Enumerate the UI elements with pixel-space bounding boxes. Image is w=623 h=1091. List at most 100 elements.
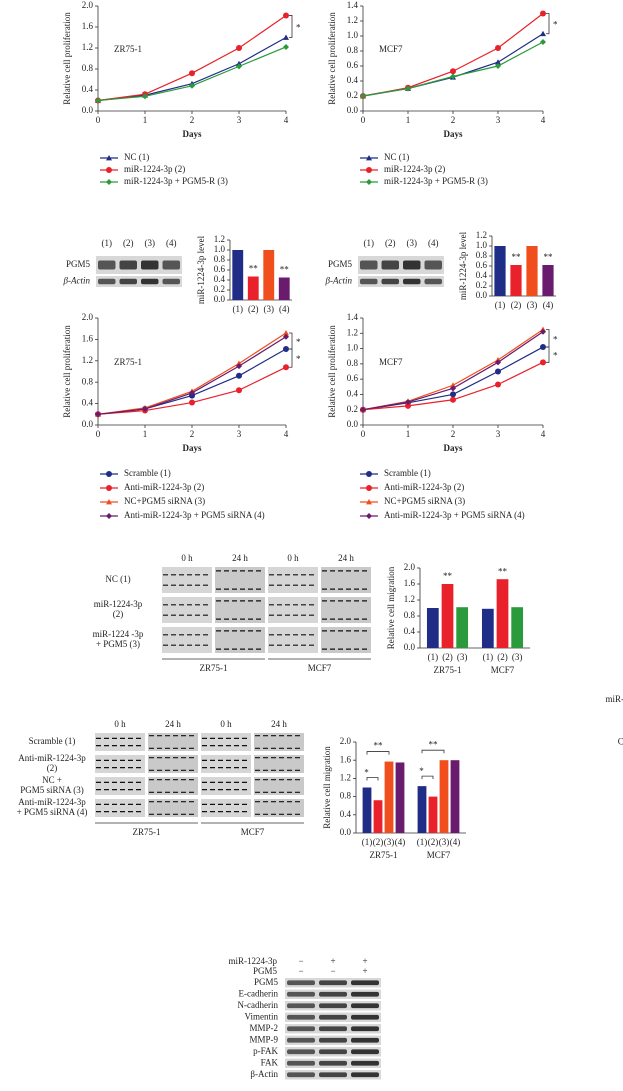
bar <box>510 265 522 296</box>
y-axis-label: Relative cell migration <box>386 566 396 649</box>
marker <box>495 368 501 375</box>
x-tick-label: 0 <box>96 429 101 439</box>
x-tick-label: (2) <box>442 652 453 662</box>
significance: ** <box>498 566 508 576</box>
y-tick-label: 1.2 <box>476 230 487 240</box>
y-tick-label: 2.0 <box>340 736 352 746</box>
x-tick-label: (3) <box>527 300 538 310</box>
blot-band <box>287 1014 315 1020</box>
marker <box>405 85 411 92</box>
marker <box>540 344 546 351</box>
legend-label: miR-1224-3p + PGM5-R (3) <box>124 176 228 186</box>
y-tick-label: 0.2 <box>347 404 358 414</box>
category-label: MCF7 <box>491 665 515 675</box>
row-label: + PGM5 siRNA (4) <box>17 807 88 817</box>
x-tick-label: 4 <box>284 429 289 439</box>
marker <box>142 405 148 412</box>
blot-band <box>381 278 399 285</box>
y-axis-label: Relative cell proliferation <box>327 325 337 418</box>
bar <box>278 277 290 300</box>
blot-band <box>287 1037 315 1043</box>
legend-label: Scramble (1) <box>384 468 431 478</box>
x-tick-label: (3) <box>457 652 468 662</box>
x-tick-label: 1 <box>143 115 148 125</box>
x-tick-label: (1) <box>362 837 373 847</box>
y-tick-label: 2.0 <box>82 0 94 10</box>
wound-image <box>95 799 145 817</box>
blot-row-label: β-Actin <box>250 1069 278 1079</box>
wound-image <box>201 733 251 751</box>
marker <box>189 70 195 77</box>
legend-label: miR-1224-3p (2) <box>124 164 185 174</box>
bar <box>428 796 438 833</box>
blot-band <box>141 260 159 270</box>
blot-band <box>424 260 442 270</box>
y-tick-label: 1.2 <box>340 772 351 782</box>
bar <box>232 250 244 300</box>
marker <box>236 372 242 379</box>
time-label: 0 h <box>287 553 299 563</box>
y-tick-label: 0.0 <box>347 419 359 429</box>
y-tick-label: 0.4 <box>214 274 226 284</box>
blot-strip <box>358 276 444 287</box>
marker <box>360 93 366 99</box>
y-tick-label: 0.0 <box>82 105 94 115</box>
wound-image <box>148 777 198 795</box>
series-line <box>362 13 544 97</box>
significance: * <box>419 766 424 776</box>
x-tick-label: (1) <box>483 652 494 662</box>
time-label: 24 h <box>338 553 354 563</box>
marker <box>189 82 195 89</box>
wound-image <box>95 755 145 773</box>
x-axis-label: Days <box>443 443 462 453</box>
x-tick-label: 2 <box>190 429 195 439</box>
significance: ** <box>544 252 554 262</box>
blot-band <box>351 1060 379 1066</box>
panel-label: ZR75-1 <box>114 357 142 367</box>
marker <box>366 513 372 519</box>
y-tick-label: 0.8 <box>476 250 488 260</box>
y-tick-label: 0.6 <box>347 373 359 383</box>
blot-band <box>319 1026 347 1032</box>
bracket <box>421 749 445 754</box>
marker <box>450 382 456 388</box>
x-tick-label: 4 <box>284 115 289 125</box>
legend-label: NC (1) <box>124 152 149 162</box>
marker <box>283 346 289 353</box>
y-tick-label: 0.8 <box>404 610 416 620</box>
panel-label: ZR75-1 <box>114 44 142 54</box>
bracket <box>421 775 434 780</box>
x-tick-label: 2 <box>451 115 456 125</box>
blot-band <box>287 1060 315 1066</box>
bar <box>395 762 405 833</box>
blot-strip <box>96 276 182 287</box>
legend-label: Anti-miR-1224-3p (2) <box>384 482 464 492</box>
lane-label: (1) <box>364 238 375 248</box>
blot-band <box>319 1049 347 1055</box>
marker <box>95 411 101 418</box>
wound-image <box>268 597 318 623</box>
lane-label: (3) <box>407 238 418 248</box>
blot-band <box>162 260 180 270</box>
x-tick-label: (1) <box>417 837 428 847</box>
y-tick-label: 0.2 <box>476 280 487 290</box>
blot-band <box>351 1037 379 1043</box>
marker <box>366 471 372 477</box>
x-tick-label: 0 <box>361 429 366 439</box>
bar <box>247 276 259 300</box>
y-tick-label: 1.6 <box>82 333 94 343</box>
panel-label: MCF7 <box>379 44 403 54</box>
y-tick-label: 0.4 <box>347 75 359 85</box>
blot-band <box>351 1014 379 1020</box>
y-axis-label: Relative cell proliferation <box>62 12 72 105</box>
annotation: * <box>296 354 301 364</box>
wound-image <box>95 777 145 795</box>
bracket <box>546 329 550 348</box>
wound-image <box>148 755 198 773</box>
marker <box>495 63 501 69</box>
y-axis-label: miR-1224-3p level <box>196 235 206 304</box>
time-label: 0 h <box>114 719 126 729</box>
blot-band <box>162 278 180 285</box>
marker <box>283 12 289 19</box>
x-tick-label: (4) <box>543 300 554 310</box>
